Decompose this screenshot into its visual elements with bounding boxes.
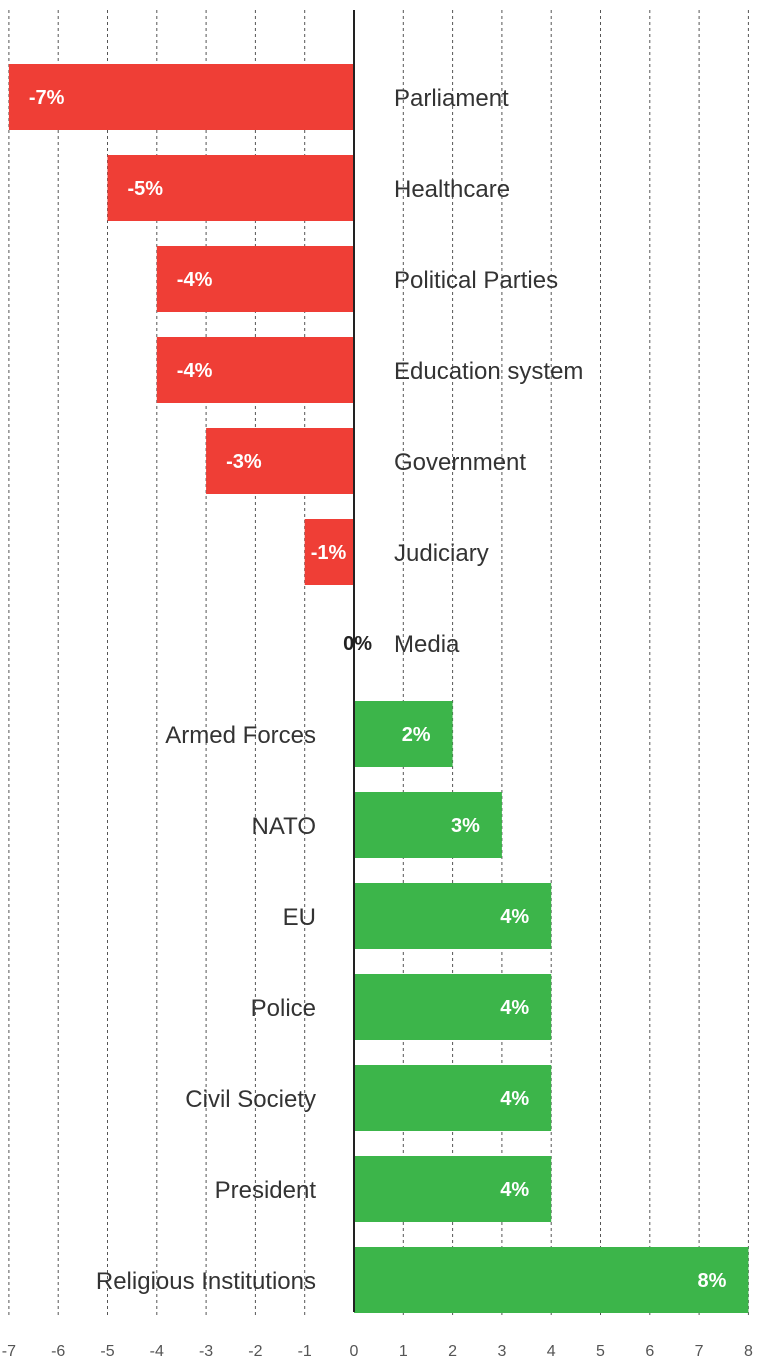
- x-tick-label: 8: [744, 1343, 753, 1360]
- category-label: EU: [283, 904, 316, 931]
- bar-value-label: -3%: [226, 451, 262, 473]
- x-tick-label: 0: [350, 1343, 359, 1360]
- bar-value-label: 4%: [500, 906, 529, 928]
- bar-value-label: 3%: [451, 815, 480, 837]
- bar-value-label: 2%: [402, 724, 431, 746]
- bar: [156, 246, 354, 312]
- bar: [107, 155, 354, 221]
- grid-lines: [8, 10, 749, 1318]
- bar-value-label: -1%: [311, 542, 347, 564]
- bar: [8, 64, 355, 130]
- bar-value-label: 4%: [500, 1088, 529, 1110]
- bar: [206, 428, 354, 494]
- x-tick-label: 4: [547, 1343, 556, 1360]
- bar-value-label: -4%: [177, 269, 213, 291]
- category-label: Government: [394, 449, 526, 476]
- x-tick-label: 7: [695, 1343, 704, 1360]
- x-axis-ticks: -7 -6 -5 -4 -3 -2 -1 0 1 2 3 4 5 6 7 8: [2, 1343, 753, 1360]
- category-label: NATO: [252, 813, 316, 840]
- category-label: Parliament: [394, 85, 509, 112]
- x-tick-label: -6: [51, 1343, 65, 1360]
- bar-value-label: 8%: [697, 1270, 726, 1292]
- x-tick-label: 6: [645, 1343, 654, 1360]
- x-tick-label: -3: [199, 1343, 213, 1360]
- category-label: Media: [394, 631, 460, 658]
- labels: -7% Parliament -5% Healthcare -4% Political P…: [29, 85, 727, 1295]
- bar-value-label: 0%: [343, 633, 372, 655]
- x-tick-label: 1: [399, 1343, 408, 1360]
- bar: [354, 701, 453, 767]
- bar: [354, 1065, 552, 1131]
- x-tick-label: 3: [497, 1343, 506, 1360]
- x-tick-label: -5: [100, 1343, 114, 1360]
- bar-value-label: -4%: [177, 360, 213, 382]
- x-tick-label: 2: [448, 1343, 457, 1360]
- bar: [304, 519, 354, 585]
- x-tick-label: 5: [596, 1343, 605, 1360]
- x-tick-label: -4: [150, 1343, 164, 1360]
- bar-value-label: 4%: [500, 997, 529, 1019]
- bar: [354, 1156, 552, 1222]
- category-label: President: [215, 1177, 317, 1204]
- bar-value-label: -5%: [128, 178, 164, 200]
- x-tick-label: -1: [298, 1343, 312, 1360]
- category-label: Education system: [394, 358, 583, 385]
- bar-value-label: -7%: [29, 87, 65, 109]
- bars: [8, 64, 749, 1313]
- category-label: Armed Forces: [165, 722, 316, 749]
- category-label: Political Parties: [394, 267, 558, 294]
- bar: [354, 883, 552, 949]
- category-label: Police: [251, 995, 316, 1022]
- bar: [354, 792, 502, 858]
- category-label: Healthcare: [394, 176, 510, 203]
- bar: [354, 1247, 749, 1313]
- bar: [156, 337, 354, 403]
- x-tick-label: -7: [2, 1343, 16, 1360]
- category-label: Religious Institutions: [96, 1268, 316, 1295]
- x-tick-label: -2: [248, 1343, 262, 1360]
- bar-value-label: 4%: [500, 1179, 529, 1201]
- category-label: Civil Society: [185, 1086, 316, 1113]
- bar: [354, 974, 552, 1040]
- category-label: Judiciary: [394, 540, 489, 567]
